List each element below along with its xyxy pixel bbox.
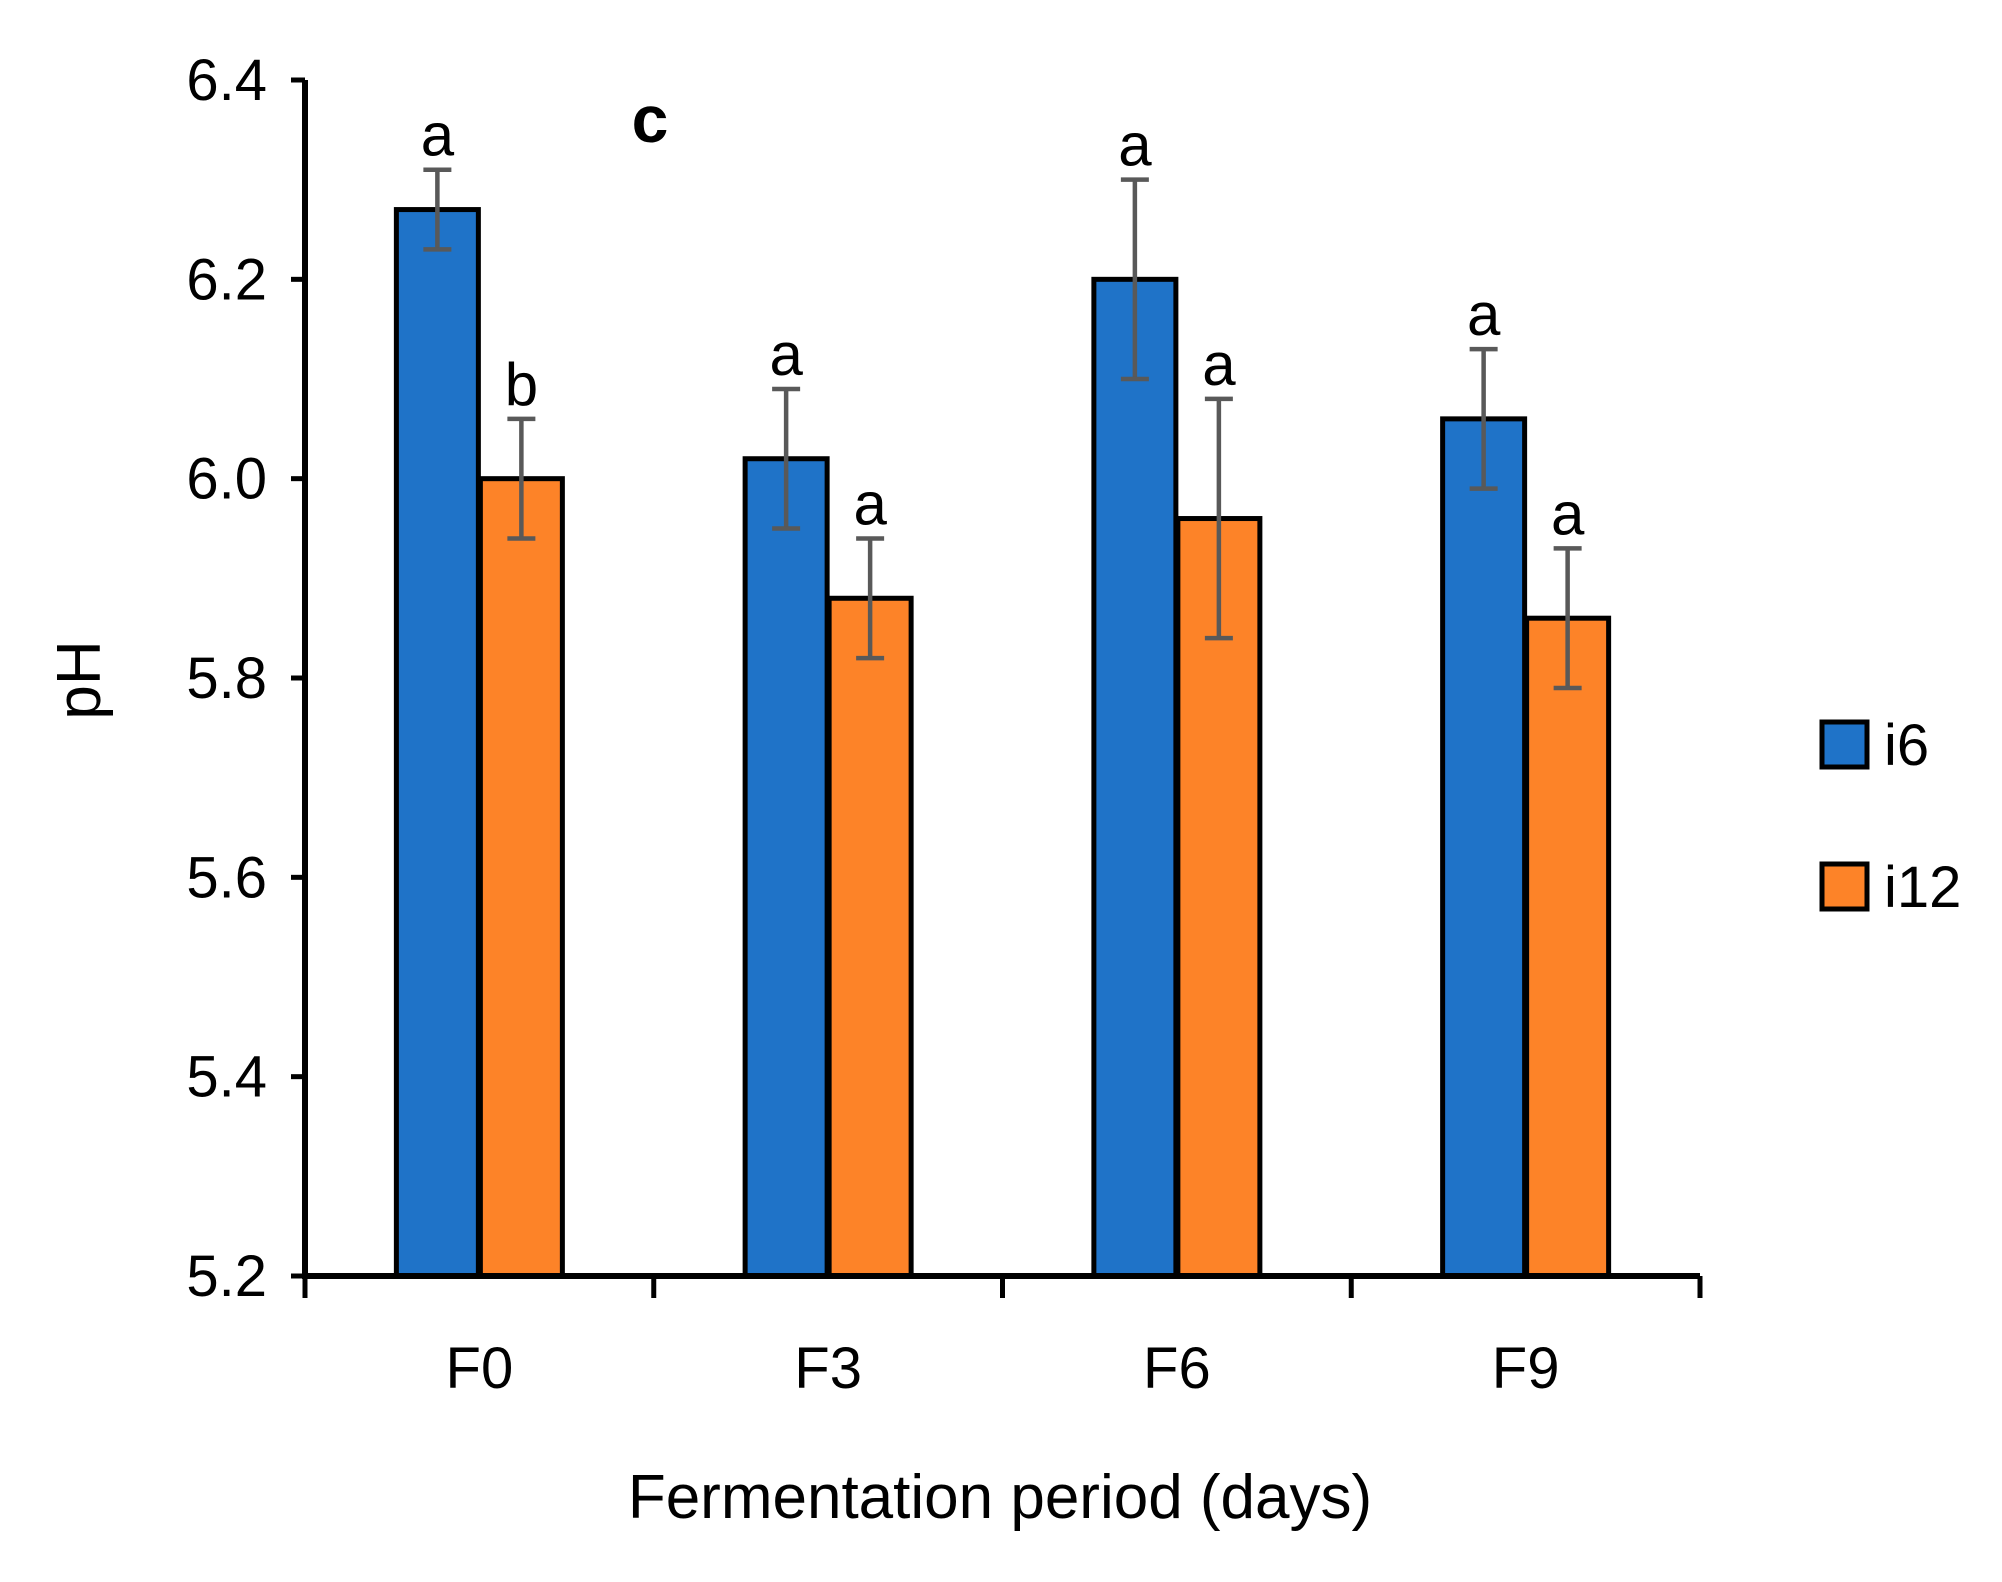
error-bar-i6-F6 <box>1120 177 1149 382</box>
tick-labels-layer: F0 F3 F6 F9 5.2 5.4 5.6 5.8 6.0 6.2 6.4 <box>186 48 1559 1401</box>
y-tick-label-6.4: 6.4 <box>186 48 267 113</box>
legend-swatch-i6 <box>1819 719 1870 770</box>
significance-label-i6-F6: a <box>1118 112 1152 179</box>
x-tick-label-F9: F9 <box>1492 1336 1560 1401</box>
error-bars-layer <box>423 167 1582 691</box>
significance-label-i6-F3: a <box>769 321 803 388</box>
bar-i6-F3 <box>742 456 830 1279</box>
x-tick-label-F3: F3 <box>794 1336 862 1401</box>
bar-i6-F6 <box>1091 276 1179 1279</box>
y-tick-label-5.2: 5.2 <box>186 1244 267 1309</box>
legend-item-i12: i12 <box>1819 855 1961 920</box>
legend-swatch-i12 <box>1819 861 1870 912</box>
error-bar-i6-F0 <box>423 167 452 252</box>
significance-label-i6-F0: a <box>421 102 455 169</box>
legend-label-i6: i6 <box>1884 713 1929 778</box>
error-bar-i12-F6 <box>1204 396 1233 641</box>
legend-label-i12: i12 <box>1884 855 1961 920</box>
y-tick-label-6.2: 6.2 <box>186 247 267 312</box>
legend-item-i6: i6 <box>1819 713 1929 778</box>
bar-i12-F6 <box>1175 516 1263 1279</box>
x-tick-label-F6: F6 <box>1143 1336 1211 1401</box>
significance-label-i12-F3: a <box>853 470 887 537</box>
significance-label-i12-F0: b <box>505 351 538 418</box>
y-tick-label-6.0: 6.0 <box>186 447 267 512</box>
significance-labels-layer: a b a a a a a a <box>421 102 1585 548</box>
y-tick-label-5.8: 5.8 <box>186 646 267 711</box>
bar-i6-F0 <box>393 207 481 1279</box>
significance-label-i12-F9: a <box>1551 480 1585 547</box>
bar-i12-F0 <box>477 476 565 1279</box>
significance-label-i12-F6: a <box>1202 331 1236 398</box>
bar-i12-F9 <box>1524 615 1612 1279</box>
y-tick-label-5.4: 5.4 <box>186 1045 267 1110</box>
error-bar-i6-F9 <box>1469 346 1498 491</box>
error-bar-i6-F3 <box>772 386 801 531</box>
bars-layer <box>393 207 1612 1279</box>
x-tick-label-F0: F0 <box>446 1336 514 1401</box>
x-axis-title: Fermentation period (days) <box>628 1463 1372 1532</box>
bar-i12-F3 <box>826 595 914 1279</box>
y-axis-title: pH <box>45 640 114 719</box>
error-bar-i12-F3 <box>856 536 885 661</box>
error-bar-i12-F0 <box>507 416 536 541</box>
panel-label: c <box>632 82 669 156</box>
significance-label-i6-F9: a <box>1467 281 1501 348</box>
bar-i6-F9 <box>1440 416 1528 1279</box>
y-tick-label-5.6: 5.6 <box>186 845 267 910</box>
error-bar-i12-F9 <box>1553 546 1582 691</box>
axes-layer <box>291 77 1703 1298</box>
legend: i6 i12 <box>1819 713 1961 920</box>
